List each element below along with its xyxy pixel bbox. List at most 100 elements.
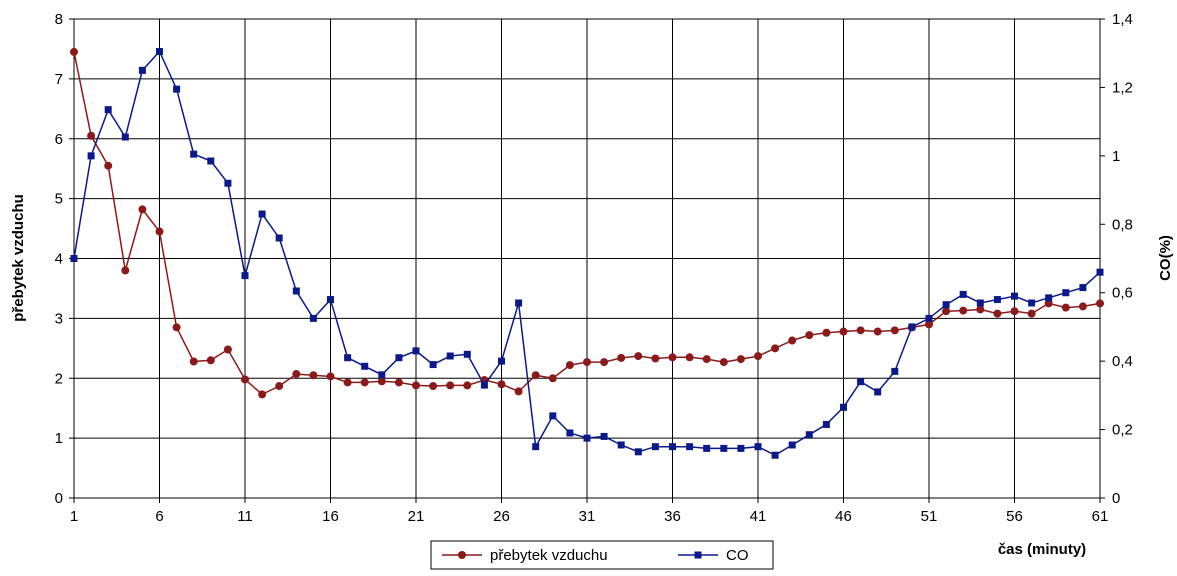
data-point [412, 381, 420, 390]
data-point [104, 161, 113, 170]
data-point [600, 432, 608, 440]
data-point [822, 328, 831, 337]
data-point [617, 441, 625, 449]
data-point [292, 370, 301, 379]
data-point [190, 150, 198, 158]
x-tick-label: 21 [408, 508, 425, 525]
x-tick-label: 41 [750, 508, 767, 525]
legend: přebytek vzduchu CO [430, 540, 774, 570]
x-tick-label: 6 [155, 508, 163, 525]
data-point [771, 451, 779, 459]
y2-tick-label: 0,2 [1112, 422, 1133, 439]
data-point [394, 378, 403, 387]
data-point [1010, 307, 1019, 316]
data-point [840, 403, 847, 411]
y-tick-label: 4 [55, 251, 63, 268]
data-point [121, 266, 130, 275]
data-point [959, 290, 967, 298]
y2-tick-label: 0 [1112, 490, 1120, 507]
x-tick-label: 26 [493, 508, 510, 525]
data-point [788, 336, 797, 345]
x-tick-label: 36 [664, 508, 681, 525]
data-point [719, 358, 728, 367]
series-air-excess [70, 47, 1104, 399]
y2-tick-label: 0,8 [1112, 216, 1133, 233]
x-tick-label: 1 [70, 508, 78, 525]
y2-tick-label: 1 [1112, 148, 1120, 165]
data-point [258, 210, 266, 218]
data-point [651, 443, 659, 451]
data-point [207, 157, 215, 165]
data-point [395, 354, 403, 362]
data-point [377, 377, 386, 386]
data-point [224, 179, 232, 187]
y-tick-label: 0 [55, 490, 63, 507]
data-point [617, 353, 626, 362]
data-point [156, 48, 163, 56]
data-point [70, 47, 78, 56]
y2-axis-title: CO(%) [1157, 235, 1174, 281]
y-tick-label: 6 [55, 131, 63, 148]
data-point [993, 296, 1001, 304]
data-point [498, 357, 505, 365]
data-point [1078, 302, 1087, 311]
data-point [548, 374, 557, 383]
data-point [959, 306, 968, 315]
data-point [361, 362, 369, 370]
data-point [737, 444, 745, 452]
data-point [634, 448, 642, 456]
data-point [104, 106, 112, 114]
data-point [685, 353, 694, 362]
data-point [343, 378, 352, 387]
data-point [771, 344, 780, 353]
data-point [412, 347, 420, 355]
data-point [326, 372, 335, 381]
data-point [1079, 284, 1087, 292]
data-point [446, 381, 455, 390]
data-point [857, 378, 865, 386]
data-point [754, 352, 762, 361]
data-point [703, 444, 711, 452]
data-point [70, 255, 78, 262]
data-point [942, 307, 951, 316]
y-tick-label: 3 [55, 310, 63, 327]
data-point [87, 152, 95, 160]
data-point [874, 388, 882, 396]
data-point [651, 354, 660, 363]
data-point [891, 367, 899, 375]
data-point [206, 356, 215, 365]
data-point [223, 345, 232, 354]
data-point [754, 443, 762, 451]
data-point [258, 390, 267, 399]
series-co [70, 48, 1104, 459]
data-point [1096, 268, 1104, 276]
y2-tick-label: 0,4 [1112, 353, 1133, 370]
data-point [515, 299, 523, 307]
data-point [378, 371, 386, 379]
data-point [309, 371, 318, 380]
x-tick-label: 16 [322, 508, 339, 525]
data-point [600, 358, 609, 367]
data-point [275, 382, 284, 391]
x-tick-label: 46 [835, 508, 852, 525]
y-tick-label: 2 [55, 370, 63, 387]
data-point [344, 354, 352, 362]
x-tick-label: 56 [1006, 508, 1023, 525]
data-point [429, 361, 437, 369]
x-axis-title: čas (minuty) [998, 541, 1086, 558]
x-tick-label: 61 [1092, 508, 1109, 525]
data-point [976, 299, 984, 307]
data-point [309, 314, 317, 322]
grid [74, 18, 1101, 498]
data-point [463, 350, 471, 358]
data-point [668, 353, 677, 362]
data-point [121, 133, 129, 141]
data-point [720, 444, 728, 452]
data-point [565, 361, 574, 370]
data-point [890, 326, 899, 335]
y-tick-label: 5 [55, 191, 63, 208]
data-point [822, 420, 830, 428]
data-point [583, 358, 591, 367]
legend-swatch-marker [458, 551, 466, 559]
